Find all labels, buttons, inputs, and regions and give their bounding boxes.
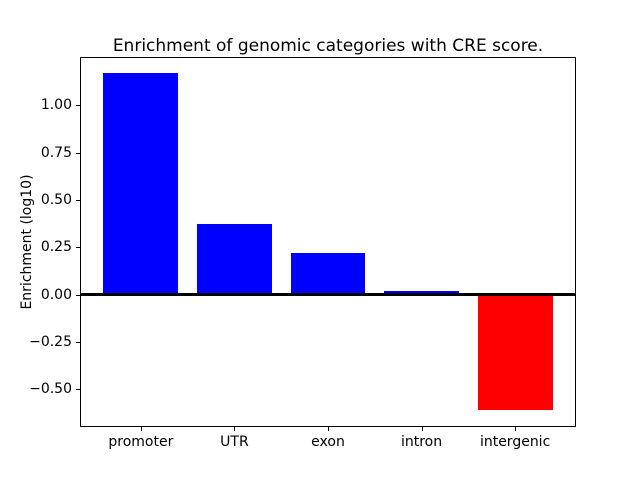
- y-tick-mark: [76, 152, 80, 154]
- bar-UTR: [197, 224, 272, 295]
- zero-line: [81, 293, 575, 296]
- x-tick-mark: [328, 427, 329, 431]
- y-tick-label: 0.00: [40, 286, 72, 303]
- bar-promoter: [103, 73, 179, 295]
- x-tick-mark: [140, 427, 142, 431]
- y-tick-label: 0.75: [40, 144, 72, 161]
- y-tick-mark: [76, 294, 80, 296]
- y-tick-label: 0.25: [40, 239, 72, 256]
- y-tick-mark: [76, 247, 80, 249]
- x-tick-mark: [234, 427, 236, 431]
- y-tick-label: 0.50: [40, 191, 72, 208]
- y-tick-mark: [76, 341, 80, 343]
- x-tick-mark: [515, 427, 517, 431]
- y-tick-mark: [76, 389, 80, 391]
- bar-intergenic: [477, 294, 553, 410]
- plot-area: [80, 57, 576, 427]
- y-tick-label: −0.25: [29, 333, 72, 350]
- y-tick-label: 1.00: [40, 97, 72, 114]
- x-tick-label-exon: exon: [311, 434, 345, 450]
- y-tick-mark: [76, 199, 80, 201]
- y-tick-mark: [76, 105, 80, 107]
- bar-exon: [290, 252, 366, 295]
- x-tick-label-intergenic: intergenic: [479, 434, 551, 450]
- x-tick-mark: [421, 427, 423, 431]
- x-tick-label-UTR: UTR: [220, 434, 249, 450]
- bar-intron: [384, 290, 459, 295]
- chart-title: Enrichment of genomic categories with CR…: [112, 36, 544, 56]
- x-tick-label-intron: intron: [400, 434, 443, 450]
- y-tick-label: −0.50: [29, 381, 72, 398]
- x-tick-label-promoter: promoter: [108, 434, 174, 450]
